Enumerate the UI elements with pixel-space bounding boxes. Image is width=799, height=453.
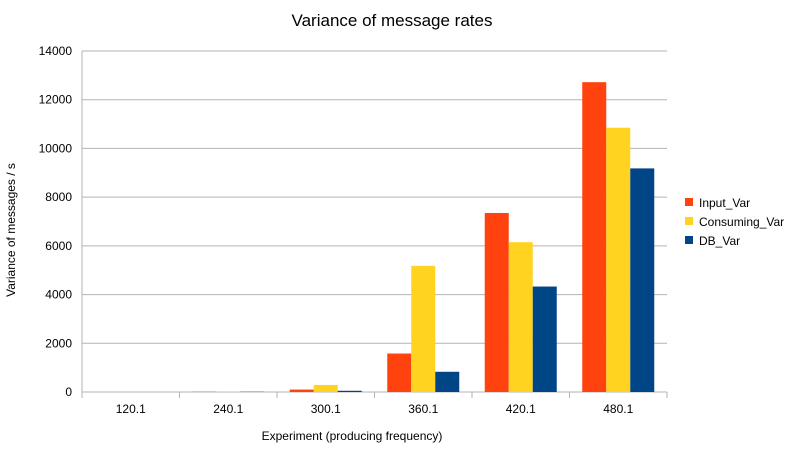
y-tick-label: 2000 <box>45 336 72 350</box>
bar-db-var <box>435 371 460 392</box>
y-tick-label: 12000 <box>39 93 73 107</box>
legend-item-label: DB_Var <box>699 234 740 248</box>
bar-consuming-var <box>313 384 338 392</box>
bar-consuming-var <box>606 127 631 392</box>
chart-title: Variance of message rates <box>292 11 493 30</box>
x-tick-label: 240.1 <box>213 402 243 416</box>
grid-lines <box>81 50 668 398</box>
y-tick-label: 8000 <box>45 190 72 204</box>
x-tick-label: 360.1 <box>408 402 438 416</box>
x-tick-label: 120.1 <box>116 402 146 416</box>
y-tick-labels: 0 2000 4000 6000 8000 10000 12000 14000 <box>39 44 73 399</box>
x-tick-labels: 120.1 240.1 300.1 360.1 420.1 480.1 <box>116 402 634 416</box>
y-tick-label: 0 <box>65 385 72 399</box>
bar-consuming-var <box>508 242 533 392</box>
bar-consuming-var <box>411 265 436 392</box>
bar-db-var <box>630 168 655 392</box>
legend-swatch <box>685 236 693 244</box>
y-axis-label: Variance of messages / s <box>4 163 18 297</box>
bar-input-var <box>289 389 314 392</box>
y-tick-label: 14000 <box>39 44 73 58</box>
x-tick-label: 300.1 <box>311 402 341 416</box>
y-tick-label: 10000 <box>39 141 73 155</box>
bar-input-var <box>387 353 412 392</box>
y-tick-label: 4000 <box>45 288 72 302</box>
legend: Input_Var Consuming_Var DB_Var <box>685 196 784 248</box>
bars <box>192 82 655 393</box>
legend-item-label: Consuming_Var <box>699 215 784 229</box>
legend-swatch <box>685 198 693 206</box>
x-axis-label: Experiment (producing frequency) <box>262 429 443 443</box>
x-tick-label: 480.1 <box>603 402 633 416</box>
bar-db-var <box>337 390 362 392</box>
bar-db-var <box>532 286 557 392</box>
bar-input-var <box>582 82 607 393</box>
x-tick-label: 420.1 <box>506 402 536 416</box>
legend-swatch <box>685 217 693 225</box>
bar-input-var <box>484 212 509 392</box>
y-tick-label: 6000 <box>45 239 72 253</box>
legend-item-label: Input_Var <box>699 196 750 210</box>
